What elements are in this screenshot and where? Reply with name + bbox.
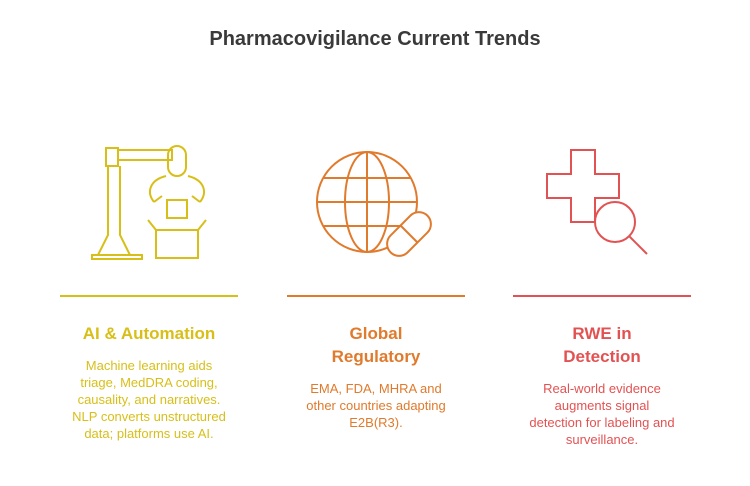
column-heading: AI & Automation [82, 324, 216, 343]
divider [287, 295, 465, 297]
column-heading: Global Regulatory [331, 324, 421, 366]
divider [513, 295, 691, 297]
robot-arm-icon [91, 145, 207, 260]
column-body: EMA, FDA, MHRA and other countries adapt… [306, 381, 446, 430]
column: RWE in Detection Real-world evidence aug… [507, 322, 697, 448]
column: Global Regulatory EMA, FDA, MHRA and oth… [281, 322, 471, 431]
title: Pharmacovigilance Current Trends [209, 28, 541, 50]
divider [60, 295, 238, 297]
column-body: Machine learning aids triage, MedDRA cod… [72, 358, 226, 441]
column: AI & Automation Machine learning aids tr… [54, 322, 244, 442]
column-body: Real-world evidence augments signal dete… [529, 381, 675, 447]
cross-magnifier-icon [546, 149, 648, 255]
column-heading: RWE in Detection [563, 324, 641, 366]
globe-pill-icon [316, 151, 432, 257]
